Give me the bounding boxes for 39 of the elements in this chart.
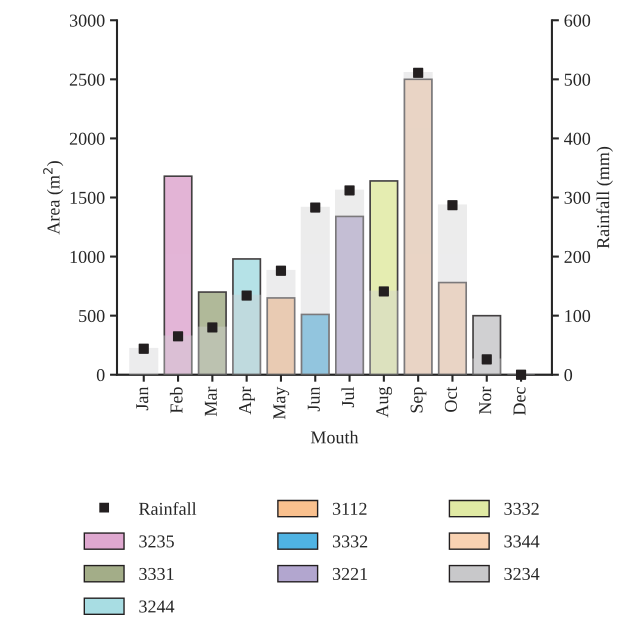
y-tick-label: 2500 (70, 74, 105, 86)
y-tick-label: 500 (79, 310, 105, 322)
x-tick-label: May (273, 386, 290, 420)
x-tick-label: Sep (410, 387, 426, 412)
x-tick-label: Jun (308, 386, 320, 412)
legend-label: 3235 (139, 535, 174, 548)
legend-label: 3344 (504, 535, 540, 548)
legend-label: 3332 (332, 535, 368, 548)
y-tick-label: 1000 (70, 250, 105, 264)
legend-label: 3221 (332, 568, 368, 580)
x-tick-label: Aug (376, 386, 392, 418)
x-tick-label: Feb (170, 387, 183, 414)
legend-label: 3234 (504, 568, 540, 580)
legend-label: 3244 (139, 600, 174, 613)
y2-tick-label: 600 (564, 14, 590, 27)
y2-tick-label: 0 (564, 368, 572, 382)
y-axis-title: Area (m$^{2}$) (43, 161, 64, 235)
x-tick-label: Jul (341, 386, 354, 408)
x-tick-label: Dec (514, 387, 526, 416)
y2-tick-label: 500 (564, 74, 590, 86)
x-tick-label: Nor (479, 386, 492, 414)
y-tick-label: 3000 (70, 14, 105, 27)
y2-axis-title: Rainfall (mm) (596, 146, 613, 248)
legend-label: Rainfall (138, 502, 196, 515)
x-tick-label: Oct (444, 386, 457, 412)
x-tick-label: Mar (204, 386, 217, 416)
y2-tick-label: 300 (564, 192, 590, 204)
x-tick-label: Jan (136, 386, 148, 410)
x-tick-label: Apr (239, 386, 255, 414)
y-tick-label: 0 (96, 368, 105, 382)
legend-label: 3331 (139, 568, 174, 580)
y-tick-label: 2000 (70, 132, 105, 145)
legend-label: 3112 (332, 502, 366, 515)
y2-tick-label: 400 (564, 132, 590, 145)
x-axis-title: Mouth (310, 430, 358, 444)
y-tick-label: 1500 (70, 192, 105, 204)
legend-label: 3332 (504, 502, 539, 515)
y2-tick-label: 200 (564, 250, 590, 264)
y2-tick-label: 100 (565, 310, 590, 322)
